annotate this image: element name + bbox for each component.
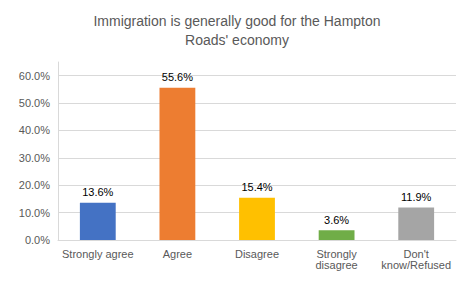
svg-text:Strongly: Strongly (316, 247, 357, 260)
svg-text:Immigration is generally good: Immigration is generally good for the Ha… (93, 13, 380, 29)
svg-text:60.0%: 60.0% (19, 70, 50, 82)
svg-text:10.0%: 10.0% (19, 207, 50, 219)
svg-text:3.6%: 3.6% (324, 214, 349, 226)
svg-text:0.0%: 0.0% (25, 234, 50, 246)
svg-text:Strongly agree: Strongly agree (62, 248, 134, 260)
svg-text:30.0%: 30.0% (19, 152, 50, 164)
svg-text:11.9%: 11.9% (401, 191, 432, 203)
svg-text:Roads' economy: Roads' economy (185, 32, 289, 48)
svg-text:50.0%: 50.0% (19, 97, 50, 109)
svg-text:know/Refused: know/Refused (381, 259, 451, 271)
svg-text:Disagree: Disagree (235, 248, 279, 260)
svg-text:Agree: Agree (163, 248, 192, 260)
svg-text:13.6%: 13.6% (82, 186, 113, 198)
svg-text:20.0%: 20.0% (19, 179, 50, 191)
svg-text:55.6%: 55.6% (162, 71, 193, 83)
svg-text:disagree: disagree (315, 259, 357, 271)
svg-text:Don't: Don't (403, 247, 429, 260)
svg-text:40.0%: 40.0% (19, 124, 50, 136)
svg-text:15.4%: 15.4% (241, 181, 272, 193)
